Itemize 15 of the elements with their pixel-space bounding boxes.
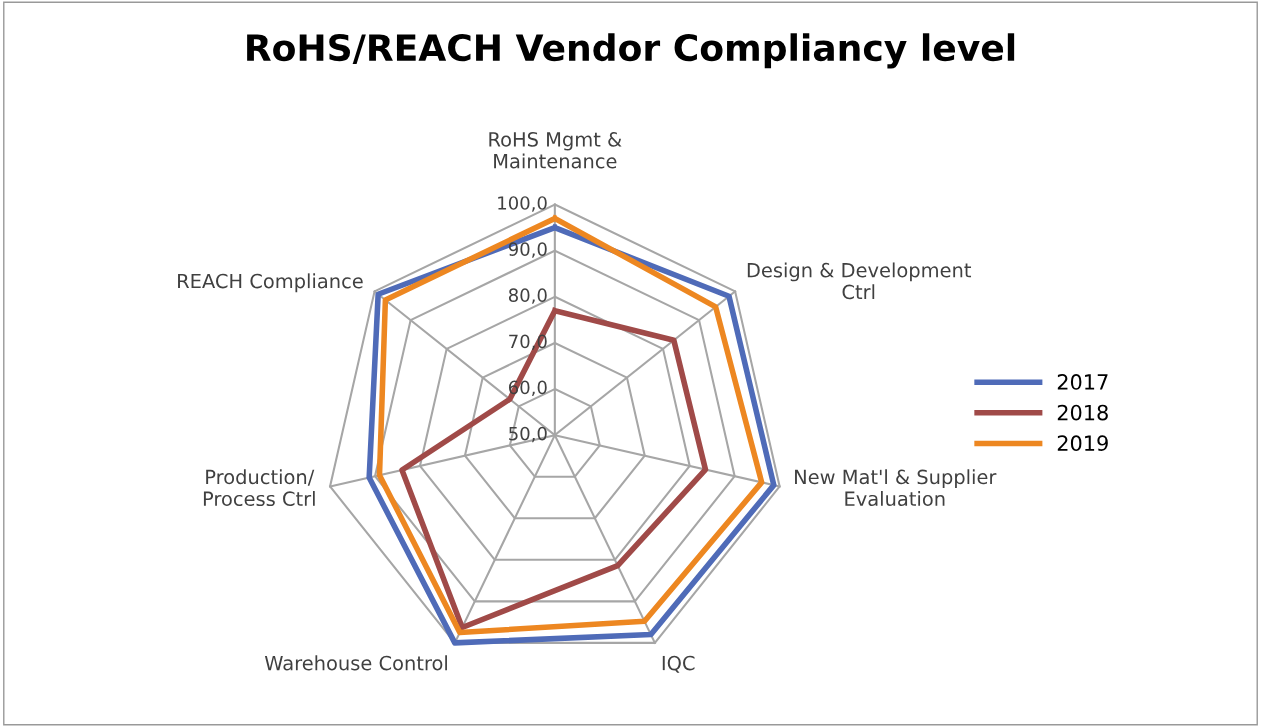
legend-label: 2018 — [1057, 404, 1108, 421]
chart-title: RoHS/REACH Vendor Compliancy level — [247, 33, 1015, 69]
legend-label: 2019 — [1057, 435, 1108, 452]
spoke-label: IQC — [662, 655, 695, 673]
spoke-label: Design & Development Ctrl — [747, 262, 972, 300]
spoke-label: REACH Compliance — [178, 273, 363, 293]
y-tick-label: 80,0 — [508, 288, 547, 304]
y-tick-label: 100,0 — [498, 196, 547, 212]
legend-label: 2017 — [1057, 374, 1108, 390]
spoke-label: Warehouse Control — [264, 655, 447, 671]
spoke-label: Production/ Process Ctrl — [203, 469, 315, 507]
y-tick-label: 90,0 — [508, 242, 547, 258]
spoke-label: New Mat'l & Supplier Evaluation — [795, 469, 997, 507]
spoke-label: RoHS Mgmt & Maintenance — [489, 132, 622, 169]
y-tick-label: 50,0 — [509, 426, 547, 443]
